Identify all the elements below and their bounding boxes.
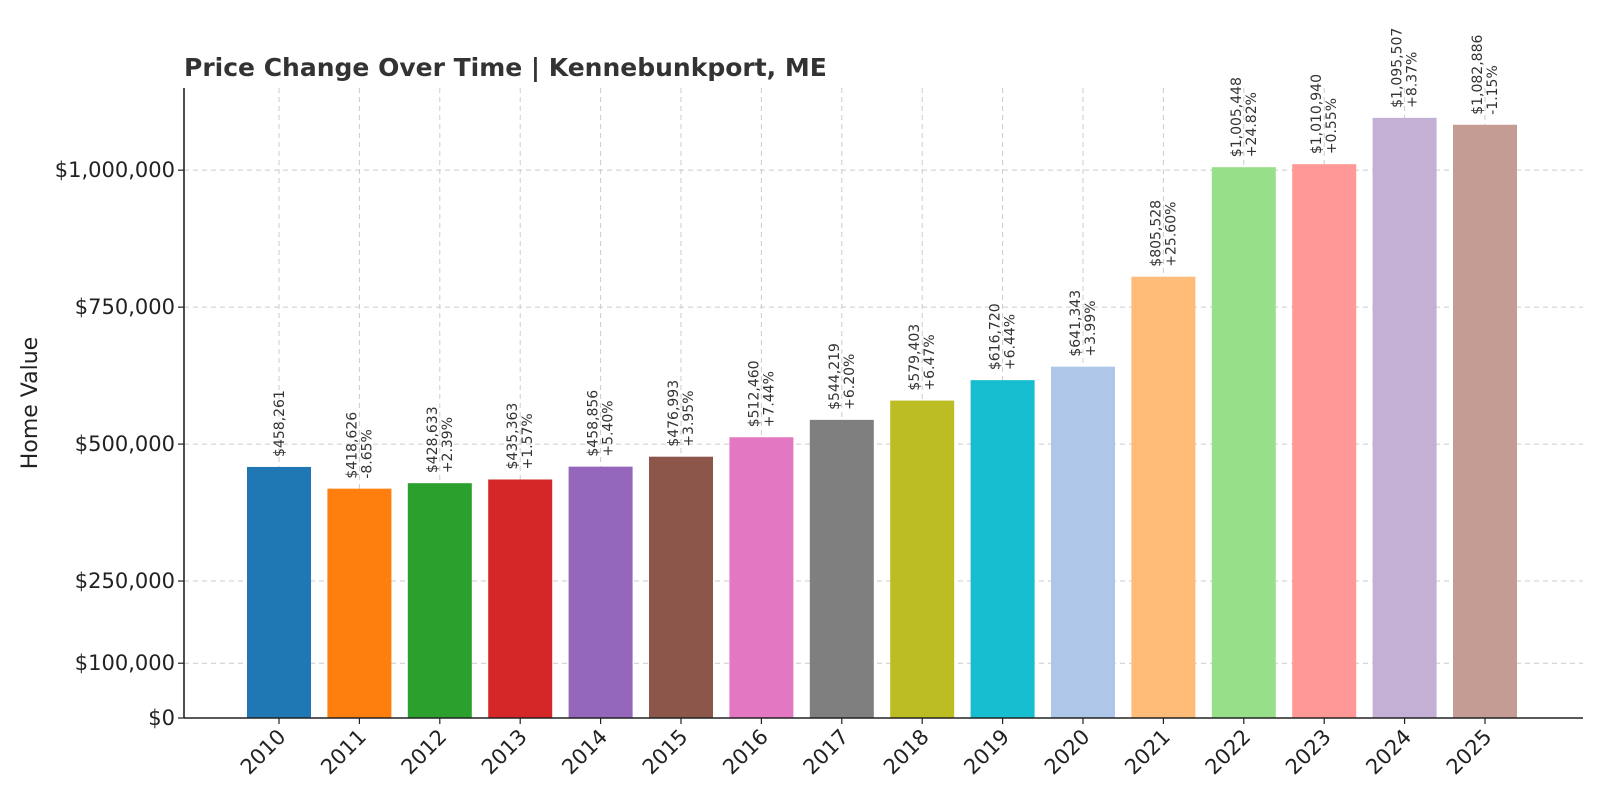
change-label: +7.44% <box>761 371 777 427</box>
value-label: $476,993 <box>666 380 682 447</box>
data-label-2015: $476,993 +3.95% <box>666 380 697 447</box>
x-tick-label: 2010 <box>236 725 291 780</box>
change-label: +25.60% <box>1163 202 1179 267</box>
data-label-2025: $1,082,886 -1.15% <box>1470 35 1501 115</box>
change-label: +24.82% <box>1244 92 1260 157</box>
data-label-2024: $1,095,507 +8.37% <box>1390 28 1421 108</box>
change-label: +3.95% <box>681 390 697 446</box>
value-label: $616,720 <box>988 303 1004 370</box>
data-label-2018: $579,403 +6.47% <box>907 324 938 391</box>
bar-2014 <box>568 466 633 718</box>
bar-2023 <box>1292 164 1357 719</box>
y-tick-label: $1,000,000 <box>55 158 175 182</box>
y-tick-label: $250,000 <box>75 569 175 593</box>
bar-2015 <box>649 456 713 718</box>
change-label: +8.37% <box>1405 52 1421 108</box>
y-axis-label: Home Value <box>18 337 43 469</box>
value-label: $428,633 <box>425 406 441 473</box>
change-label: -8.65% <box>359 429 375 479</box>
bar-2016 <box>729 437 794 718</box>
value-label: $418,626 <box>344 412 360 479</box>
bar-2011 <box>327 488 392 718</box>
bars <box>247 117 1517 719</box>
change-label: +6.47% <box>922 334 938 390</box>
x-tick-label: 2025 <box>1442 725 1497 780</box>
data-label-2011: $418,626 -8.65% <box>344 412 375 479</box>
value-label: $1,010,940 <box>1309 74 1325 154</box>
data-label-2013: $435,363 +1.57% <box>505 403 536 470</box>
data-label-2014: $458,856 +5.40% <box>586 390 617 457</box>
value-label: $512,460 <box>746 360 762 427</box>
value-label: $458,856 <box>586 390 602 457</box>
x-tick-label: 2011 <box>316 725 371 780</box>
data-label-2010: $458,261 <box>272 390 288 457</box>
x-tick-label: 2013 <box>477 725 532 780</box>
value-label: $1,095,507 <box>1390 28 1406 108</box>
value-label: $435,363 <box>505 403 521 470</box>
y-tick-label: $750,000 <box>75 295 175 319</box>
change-label: +6.44% <box>1003 314 1019 370</box>
change-label: +2.39% <box>440 417 456 473</box>
value-label: $805,528 <box>1148 200 1164 267</box>
change-label: +6.20% <box>842 354 858 410</box>
value-label: $458,261 <box>272 390 288 457</box>
x-tick-label: 2018 <box>879 725 934 780</box>
chart-title: Price Change Over Time | Kennebunkport, … <box>184 53 827 82</box>
y-tick-label: $100,000 <box>75 651 175 675</box>
data-label-2022: $1,005,448 +24.82% <box>1229 77 1260 157</box>
bar-2017 <box>809 419 874 718</box>
value-label: $579,403 <box>907 324 923 391</box>
change-label: +5.40% <box>601 400 617 456</box>
data-labels: $458,261 $418,626 -8.65% $428,633 +2.39% $435… <box>272 28 1501 479</box>
bar-2019 <box>970 380 1035 718</box>
value-label: $1,082,886 <box>1470 35 1486 115</box>
change-label: +3.99% <box>1083 300 1099 356</box>
bar-2010 <box>247 466 311 718</box>
x-tick-label: 2015 <box>638 725 693 780</box>
value-label: $641,343 <box>1068 290 1084 357</box>
data-label-2021: $805,528 +25.60% <box>1148 200 1179 267</box>
data-label-2023: $1,010,940 +0.55% <box>1309 74 1340 154</box>
value-label: $544,219 <box>827 343 843 410</box>
bar-2018 <box>890 400 955 718</box>
x-tick-label: 2023 <box>1281 725 1336 780</box>
x-tick-label: 2024 <box>1361 725 1416 780</box>
x-tick-label: 2019 <box>959 725 1014 780</box>
change-label: +0.55% <box>1324 98 1340 154</box>
x-tick-label: 2016 <box>718 725 773 780</box>
data-label-2017: $544,219 +6.20% <box>827 343 858 410</box>
data-label-2019: $616,720 +6.44% <box>988 303 1019 370</box>
bar-2021 <box>1131 276 1196 718</box>
x-tick-label: 2022 <box>1201 725 1256 780</box>
value-label: $1,005,448 <box>1229 77 1245 157</box>
data-label-2020: $641,343 +3.99% <box>1068 290 1099 357</box>
y-tick-label: $0 <box>148 706 175 730</box>
bar-2024 <box>1372 117 1437 719</box>
change-label: +1.57% <box>520 413 536 469</box>
data-label-2016: $512,460 +7.44% <box>746 360 777 427</box>
bar-2020 <box>1051 366 1115 718</box>
x-tick-label: 2012 <box>397 725 452 780</box>
bar-2013 <box>488 479 553 718</box>
x-tick-label: 2014 <box>557 725 612 780</box>
x-tick-label: 2017 <box>799 725 854 780</box>
bar-2025 <box>1453 124 1517 719</box>
change-label: -1.15% <box>1485 65 1501 115</box>
bar-2012 <box>407 483 472 718</box>
x-tick-label: 2021 <box>1120 725 1175 780</box>
bar-2022 <box>1211 167 1276 719</box>
data-label-2012: $428,633 +2.39% <box>425 406 456 473</box>
y-tick-label: $500,000 <box>75 432 175 456</box>
x-tick-label: 2020 <box>1040 725 1095 780</box>
